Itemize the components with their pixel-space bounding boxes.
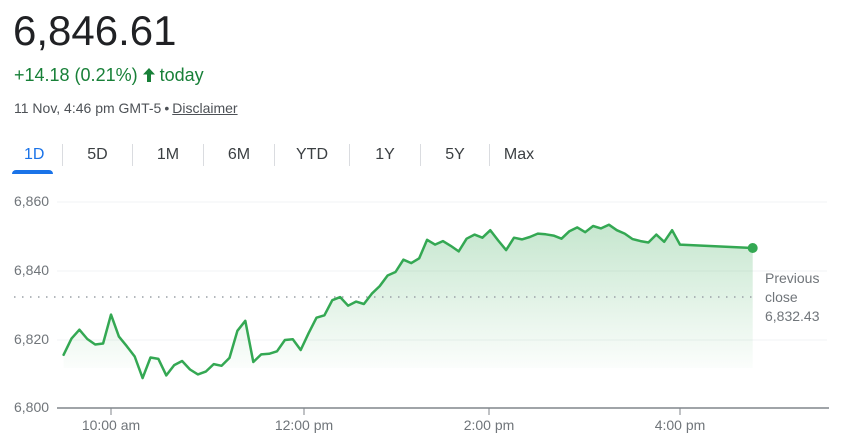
tab-ytd[interactable]: YTD: [275, 138, 349, 174]
tab-divider: [489, 144, 490, 166]
x-tick-4pm: 4:00 pm: [654, 417, 706, 433]
y-tick-6820: 6,820: [14, 331, 50, 347]
tab-6m[interactable]: 6M: [204, 138, 274, 174]
previous-close-title: Previous: [765, 270, 820, 286]
y-tick-6860: 6,860: [14, 193, 50, 209]
previous-close-subtitle: close: [765, 289, 798, 305]
price-area-fill: [63, 224, 753, 379]
active-tab-indicator: [12, 170, 53, 174]
tab-label: 1Y: [375, 146, 395, 163]
change-period: today: [159, 65, 204, 85]
tab-divider: [132, 144, 133, 166]
tab-5d[interactable]: 5D: [63, 138, 132, 174]
price-chart[interactable]: 6,860 6,840 6,820 6,800 10:00 am 12:00 p…: [0, 180, 847, 443]
separator: •: [164, 100, 170, 116]
range-tabs: 1D 5D 1M 6M YTD 1Y 5Y Max: [0, 138, 548, 174]
tab-1d[interactable]: 1D: [0, 138, 62, 174]
tab-divider: [349, 144, 350, 166]
timestamp: 11 Nov, 4:46 pm GMT-5: [14, 100, 162, 116]
tab-label: 5Y: [445, 146, 465, 163]
x-tick-2pm: 2:00 pm: [463, 417, 515, 433]
tab-1m[interactable]: 1M: [133, 138, 203, 174]
last-price-marker: [747, 243, 758, 253]
tab-label: 1M: [156, 146, 180, 163]
y-tick-6840: 6,840: [14, 262, 50, 278]
tab-1y[interactable]: 1Y: [350, 138, 420, 174]
y-tick-6800: 6,800: [14, 399, 50, 415]
tab-label: 1D: [24, 146, 45, 163]
tab-divider: [203, 144, 204, 166]
previous-close-value: 6,832.43: [765, 308, 820, 324]
tab-label: 6M: [227, 146, 251, 163]
chart-canvas: [14, 201, 829, 415]
disclaimer-link[interactable]: Disclaimer: [172, 100, 238, 116]
arrow-up-icon: [142, 68, 155, 82]
previous-close-label: Previous close 6,832.43: [765, 269, 820, 326]
tab-divider: [62, 144, 63, 166]
current-price: 6,846.61: [13, 7, 177, 54]
tab-divider: [420, 144, 421, 166]
price-change: +14.18 (0.21%) today: [14, 63, 204, 87]
x-ticks: [110, 408, 681, 415]
tab-5y[interactable]: 5Y: [421, 138, 489, 174]
tab-max[interactable]: Max: [490, 138, 548, 174]
price-line: [62, 223, 754, 380]
tab-label: Max: [503, 146, 535, 163]
tab-label: 5D: [87, 146, 108, 163]
quote-meta: 11 Nov, 4:46 pm GMT-5 • Disclaimer: [14, 99, 238, 117]
x-tick-10am: 10:00 am: [81, 417, 141, 433]
tab-label: YTD: [296, 146, 328, 163]
x-tick-12pm: 12:00 pm: [274, 417, 334, 433]
tab-divider: [274, 144, 275, 166]
change-value: +14.18 (0.21%): [14, 65, 138, 85]
